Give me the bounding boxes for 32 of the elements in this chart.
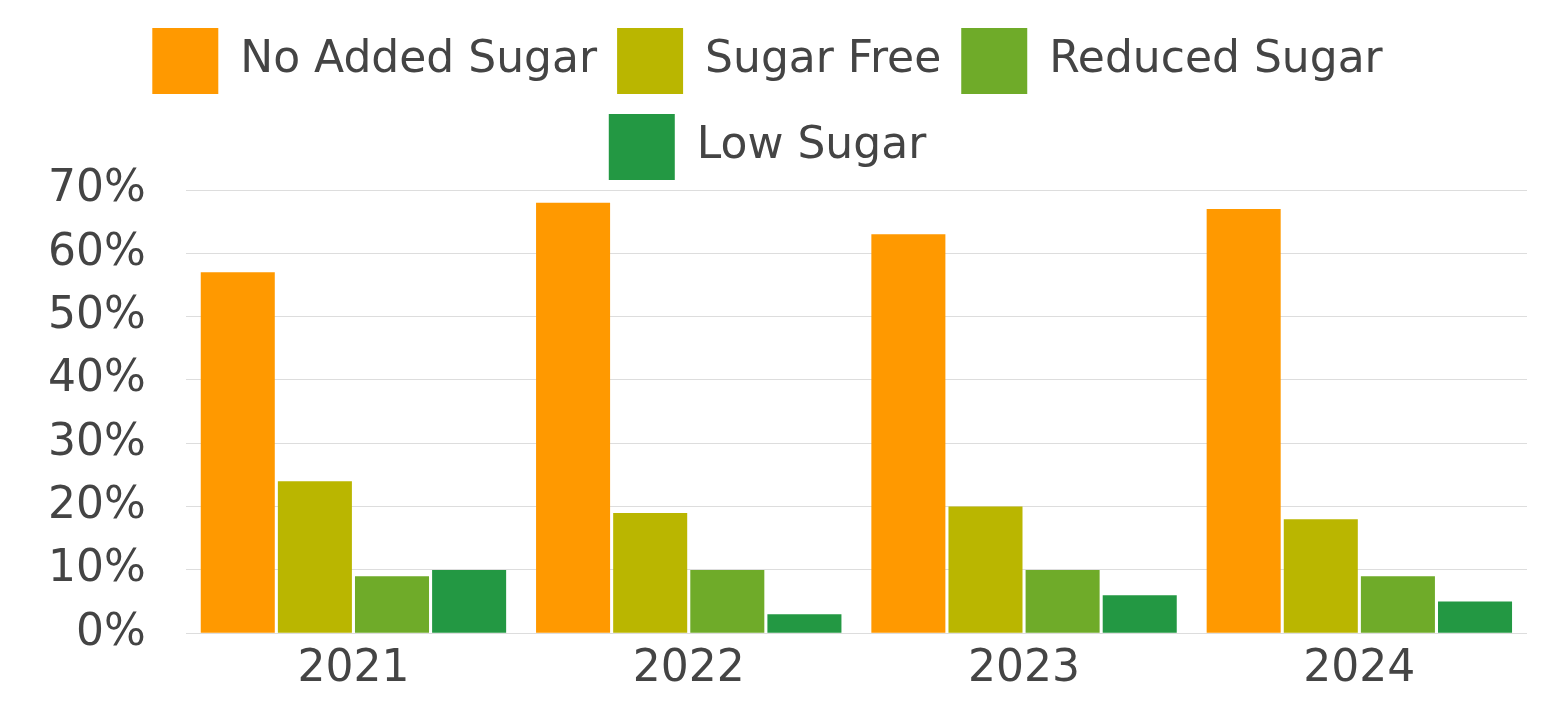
y-tick-label: 30% bbox=[48, 413, 146, 465]
x-tick-label: 2024 bbox=[1303, 640, 1416, 692]
bar bbox=[1025, 569, 1100, 633]
legend-label: Low Sugar bbox=[696, 117, 928, 169]
bar bbox=[1438, 601, 1513, 633]
bar bbox=[1102, 595, 1177, 633]
bar bbox=[200, 272, 275, 633]
bar bbox=[1360, 576, 1435, 633]
bar bbox=[277, 481, 352, 633]
bar bbox=[613, 512, 688, 633]
y-tick-label: 0% bbox=[75, 603, 146, 655]
bar bbox=[354, 576, 430, 633]
bar bbox=[871, 234, 946, 633]
y-tick-label: 60% bbox=[48, 223, 146, 275]
x-tick-label: 2022 bbox=[632, 640, 745, 692]
bar bbox=[1206, 208, 1281, 633]
bar bbox=[690, 569, 765, 633]
x-tick-label: 2023 bbox=[968, 640, 1081, 692]
legend-label: Reduced Sugar bbox=[1049, 31, 1384, 83]
legend-label: No Added Sugar bbox=[240, 31, 598, 83]
x-tick-label: 2021 bbox=[297, 640, 410, 692]
y-tick-label: 50% bbox=[48, 287, 146, 339]
y-tick-label: 10% bbox=[48, 540, 146, 592]
bar bbox=[948, 506, 1023, 633]
bar bbox=[432, 569, 507, 633]
y-tick-label: 20% bbox=[48, 477, 146, 529]
bar bbox=[536, 202, 611, 633]
legend-label: Sugar Free bbox=[705, 31, 942, 83]
y-tick-label: 70% bbox=[48, 160, 146, 212]
y-tick-label: 40% bbox=[48, 350, 146, 402]
bar bbox=[1283, 519, 1358, 633]
bar bbox=[767, 614, 842, 633]
